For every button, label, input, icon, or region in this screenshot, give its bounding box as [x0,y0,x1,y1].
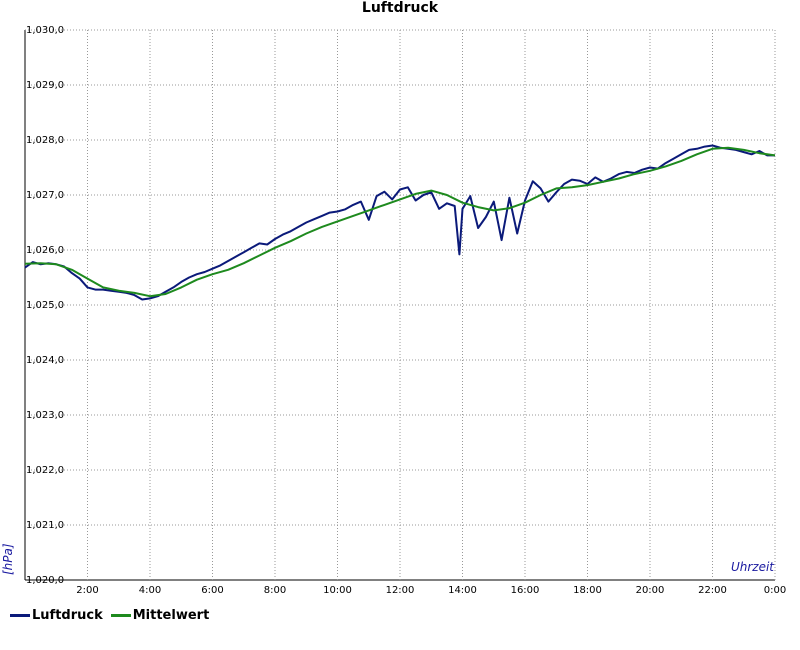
x-tick-label: 20:00 [636,585,665,596]
x-tick-label: 12:00 [386,585,415,596]
legend-label-luftdruck: Luftdruck [32,608,103,623]
y-tick-label: 1,026,0 [26,245,64,256]
x-axis-label: Uhrzeit [731,560,775,574]
x-tick-label: 16:00 [511,585,540,596]
luftdruck-chart: Luftdruck 1,020,01,021,01,022,01,023,01,… [1,0,786,596]
y-tick-label: 1,024,0 [26,355,64,366]
y-tick-label: 1,023,0 [26,410,64,421]
x-axis-ticks: 2:00 4:00 6:00 8:00 10:00 12:00 14:00 16:00 18:0… [76,585,786,596]
x-tick-label: 2:00 [76,585,98,596]
y-tick-label: 1,022,0 [26,465,64,476]
grid-lines [24,29,776,581]
y-axis-label: [hPa] [1,543,15,575]
series-line-mittelwert [24,146,776,298]
y-tick-label: 1,028,0 [26,135,64,146]
legend-item-mittelwert: Mittelwert [110,608,210,623]
y-tick-label: 1,021,0 [26,520,64,531]
y-tick-label: 1,027,0 [26,190,64,201]
x-tick-label: 4:00 [139,585,161,596]
x-tick-label: 18:00 [573,585,602,596]
y-tick-label: 1,025,0 [26,300,64,311]
chart-title: Luftdruck [362,0,439,16]
legend: Luftdruck Mittelwert [10,608,217,623]
y-tick-label: 1,030,0 [26,25,64,36]
x-tick-label: 14:00 [448,585,477,596]
x-tick-label: 8:00 [264,585,286,596]
y-tick-label: 1,029,0 [26,80,64,91]
series-lines [24,144,776,301]
legend-label-mittelwert: Mittelwert [132,608,210,623]
x-tick-label: 0:00 [764,585,786,596]
legend-swatch-mittelwert [110,614,131,617]
legend-swatch-luftdruck [10,614,30,617]
series-line-luftdruck [24,144,775,301]
x-tick-label: 6:00 [201,585,223,596]
x-tick-label: 10:00 [323,585,352,596]
y-tick-label: 1,020,0 [26,575,64,586]
x-tick-label: 22:00 [698,585,727,596]
y-axis-ticks: 1,020,0 1,021,0 1,022,0 1,023,0 1,024,0 1,025… [26,25,64,586]
legend-item-luftdruck: Luftdruck [10,608,103,623]
